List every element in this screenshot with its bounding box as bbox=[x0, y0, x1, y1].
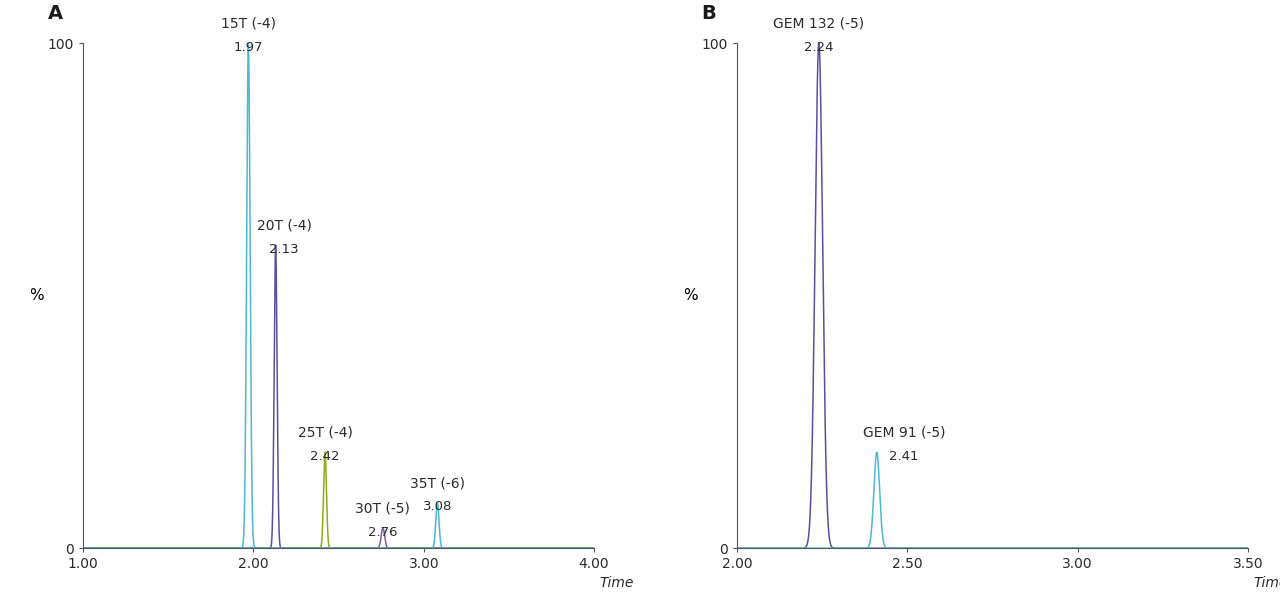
Text: GEM 91 (-5): GEM 91 (-5) bbox=[863, 426, 945, 440]
Text: B: B bbox=[701, 4, 716, 23]
Text: 2.41: 2.41 bbox=[890, 450, 919, 463]
Text: 20T (-4): 20T (-4) bbox=[257, 219, 311, 232]
Text: 2.13: 2.13 bbox=[269, 243, 300, 256]
Y-axis label: %: % bbox=[684, 288, 698, 303]
Text: 35T (-6): 35T (-6) bbox=[410, 476, 465, 490]
Text: Time: Time bbox=[599, 576, 634, 590]
Text: 2.76: 2.76 bbox=[369, 525, 398, 538]
Text: 1.97: 1.97 bbox=[234, 41, 264, 54]
Text: GEM 132 (-5): GEM 132 (-5) bbox=[773, 17, 864, 30]
Text: 3.08: 3.08 bbox=[422, 500, 452, 513]
Text: 25T (-4): 25T (-4) bbox=[297, 426, 352, 440]
Text: 2.42: 2.42 bbox=[310, 450, 339, 463]
Text: 15T (-4): 15T (-4) bbox=[221, 17, 276, 30]
Y-axis label: %: % bbox=[29, 288, 44, 303]
Text: Time: Time bbox=[1253, 576, 1280, 590]
Text: 2.24: 2.24 bbox=[804, 41, 833, 54]
Text: A: A bbox=[47, 4, 63, 23]
Text: 30T (-5): 30T (-5) bbox=[356, 501, 411, 516]
